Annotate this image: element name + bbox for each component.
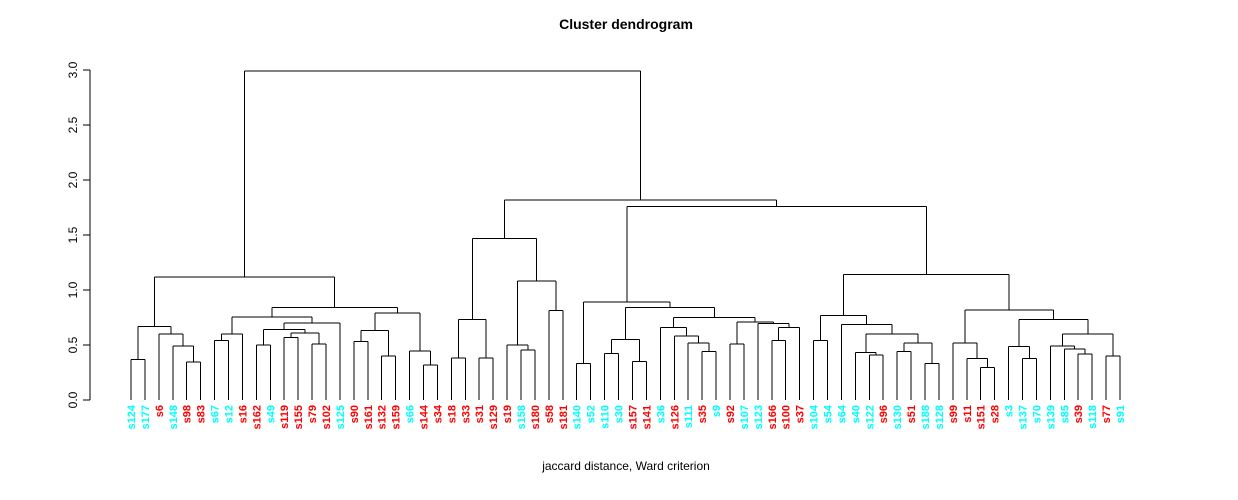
leaf-label: s148 xyxy=(168,405,180,429)
leaf-label: s11 xyxy=(962,405,974,423)
x-axis-label: jaccard distance, Ward criterion xyxy=(541,459,710,473)
leaf-label: s140 xyxy=(572,405,584,429)
leaf-label: s54 xyxy=(822,404,834,423)
leaf-label: s6 xyxy=(154,405,166,417)
leaf-label: s83 xyxy=(196,405,208,423)
leaf-label: s129 xyxy=(488,405,500,429)
leaf-label: s52 xyxy=(586,405,598,423)
leaf-label: s119 xyxy=(279,405,291,429)
leaf-label: s126 xyxy=(669,405,681,429)
y-tick-label: 2.0 xyxy=(66,171,80,188)
leaf-label: s16 xyxy=(237,405,249,423)
leaf-label: s70 xyxy=(1031,405,1043,423)
leaf-label: s66 xyxy=(405,405,417,423)
leaf-label: s98 xyxy=(182,405,194,423)
y-tick-label: 2.5 xyxy=(66,116,80,133)
leaf-label: s79 xyxy=(307,405,319,423)
leaf-label: s77 xyxy=(1101,405,1113,423)
leaf-label: s3 xyxy=(1004,405,1016,417)
leaf-label: s118 xyxy=(1087,405,1099,429)
leaf-label: s123 xyxy=(753,405,765,429)
y-axis: 0.0 0.5 1.0 1.5 2.0 2.5 3.0 xyxy=(66,61,91,408)
leaf-label: s161 xyxy=(363,405,375,429)
leaf-label: s130 xyxy=(892,405,904,429)
leaf-label: s144 xyxy=(419,404,431,429)
y-tick-label: 1.5 xyxy=(66,226,80,243)
leaf-label: s180 xyxy=(530,405,542,429)
chart-title: Cluster dendrogram xyxy=(559,16,693,32)
leaf-label: s122 xyxy=(864,405,876,429)
leaf-label: s30 xyxy=(614,405,626,423)
leaf-label: s188 xyxy=(920,405,932,429)
leaf-label: s177 xyxy=(140,405,152,429)
leaf-label: s58 xyxy=(544,405,556,423)
leaf-label: s18 xyxy=(446,405,458,423)
leaf-label: s96 xyxy=(878,405,890,423)
leaf-label: s141 xyxy=(641,405,653,429)
leaf-label: s159 xyxy=(391,405,403,429)
leaf-label: s90 xyxy=(349,405,361,423)
leaf-label: s107 xyxy=(739,405,751,429)
leaf-label: s91 xyxy=(1115,405,1127,423)
leaf-label: s102 xyxy=(321,405,333,429)
leaf-label: s181 xyxy=(558,405,570,429)
leaf-label: s51 xyxy=(906,405,918,423)
leaf-label: s40 xyxy=(850,405,862,423)
leaf-label: s39 xyxy=(1073,405,1085,423)
leaf-label: s166 xyxy=(767,405,779,429)
leaf-label: s151 xyxy=(976,405,988,429)
leaf-label: s111 xyxy=(683,405,695,428)
leaf-label: s92 xyxy=(725,405,737,423)
leaf-label: s124 xyxy=(126,404,138,429)
leaf-label: s12 xyxy=(224,405,236,423)
leaf-label: s137 xyxy=(1017,405,1029,429)
leaf-label: s158 xyxy=(516,405,528,429)
leaf-label: s132 xyxy=(377,405,389,429)
y-tick-label: 0.5 xyxy=(66,336,80,353)
leaf-label: s162 xyxy=(251,405,263,429)
y-tick-label: 3.0 xyxy=(66,61,80,78)
leaf-label: s67 xyxy=(210,405,222,423)
leaf-label: s9 xyxy=(711,405,723,417)
leaf-label: s128 xyxy=(934,405,946,429)
leaf-label: s100 xyxy=(781,405,793,429)
dendrogram-tree xyxy=(130,70,1121,400)
leaf-labels: s124 s177 s6 s148 s98 s83 s67 s12 s16 s162 s49 s119… xyxy=(126,404,1127,429)
leaf-label: s125 xyxy=(335,405,347,429)
leaf-label: s31 xyxy=(474,405,486,423)
leaf-label: s28 xyxy=(990,405,1002,423)
leaf-label: s34 xyxy=(432,404,444,423)
leaf-label: s85 xyxy=(1059,405,1071,423)
leaf-label: s37 xyxy=(795,405,807,423)
leaf-label: s104 xyxy=(809,404,821,429)
leaf-label: s19 xyxy=(502,405,514,423)
leaf-label: s36 xyxy=(655,405,667,423)
y-tick-label: 0.0 xyxy=(66,391,80,408)
leaf-label: s110 xyxy=(600,405,612,429)
leaf-label: s139 xyxy=(1045,405,1057,429)
y-tick-label: 1.0 xyxy=(66,281,80,298)
leaf-label: s99 xyxy=(948,405,960,423)
leaf-label: s33 xyxy=(460,405,472,423)
leaf-label: s35 xyxy=(697,405,709,423)
leaf-label: s64 xyxy=(836,404,848,423)
leaf-label: s49 xyxy=(265,405,277,423)
leaf-label: s155 xyxy=(293,405,305,429)
leaf-label: s157 xyxy=(627,405,639,429)
